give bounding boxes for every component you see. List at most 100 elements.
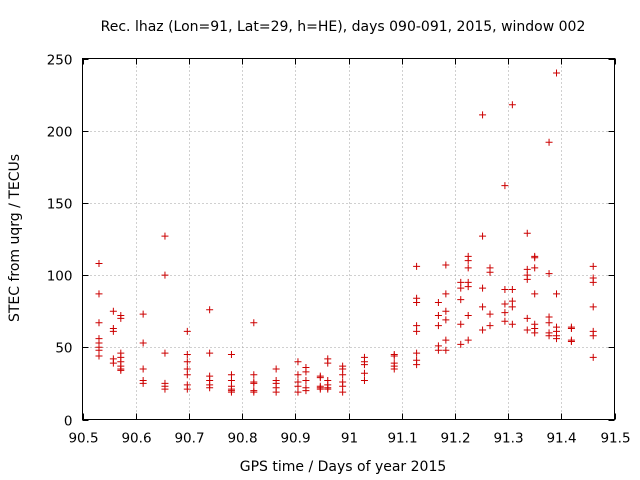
x-tick-label: 91.5	[600, 431, 630, 447]
data-point	[250, 388, 258, 396]
data-point	[272, 388, 280, 396]
data-point	[523, 275, 531, 283]
data-point	[434, 322, 442, 330]
data-point	[413, 262, 421, 270]
x-tick-label: 91.4	[546, 431, 576, 447]
data-point	[139, 365, 147, 373]
data-point	[464, 283, 472, 291]
x-tick-label: 90.8	[227, 431, 257, 447]
data-point	[206, 306, 214, 314]
y-tick-label: 0	[64, 414, 73, 430]
x-tick-labels: 90.5 90.6 90.7 90.8 90.9 91 91.1 91.2 91.3 91.4 91…	[68, 431, 630, 447]
data-point	[206, 384, 214, 392]
data-point	[139, 310, 147, 318]
data-point	[227, 388, 235, 396]
data-point	[302, 368, 310, 376]
y-axis-label: STEC from uqrg / TECUs	[7, 154, 23, 322]
data-point	[531, 254, 539, 262]
data-point	[501, 300, 509, 308]
grid	[82, 58, 615, 420]
data-point	[589, 262, 597, 270]
data-point	[413, 299, 421, 307]
y-tick-label: 150	[47, 197, 73, 213]
data-point	[479, 284, 487, 292]
data-point	[442, 307, 450, 315]
data-point	[545, 138, 553, 146]
data-point	[553, 69, 561, 77]
data-point	[531, 329, 539, 337]
data-point	[316, 374, 324, 382]
y-tick-label: 200	[47, 125, 73, 141]
y-tick-label: 100	[47, 269, 73, 285]
data-point	[501, 286, 509, 294]
data-point	[567, 338, 575, 346]
data-point	[486, 310, 494, 318]
data-point	[109, 307, 117, 315]
data-point	[250, 319, 258, 327]
data-point	[183, 358, 191, 366]
data-point	[442, 261, 450, 269]
x-tick-label: 90.6	[121, 431, 151, 447]
data-point	[413, 327, 421, 335]
data-point	[523, 326, 531, 334]
data-point	[479, 111, 487, 119]
data-point	[390, 365, 398, 373]
data-point	[442, 346, 450, 354]
data-point	[523, 229, 531, 237]
data-point	[457, 296, 465, 304]
data-point	[508, 303, 516, 311]
data-point	[457, 340, 465, 348]
data-point	[324, 359, 332, 367]
data-point	[486, 268, 494, 276]
data-point	[227, 351, 235, 359]
data-point	[413, 349, 421, 357]
x-tick-label: 91.3	[493, 431, 523, 447]
data-point	[360, 369, 368, 377]
data-point	[360, 377, 368, 385]
data-point	[434, 312, 442, 320]
data-point	[545, 332, 553, 340]
y-tick-labels: 0 50 100 150 200 250	[47, 53, 73, 430]
data-point	[339, 371, 347, 379]
data-point	[250, 371, 258, 379]
data-point	[442, 316, 450, 324]
data-point	[442, 290, 450, 298]
data-point	[324, 385, 332, 393]
data-point	[501, 309, 509, 317]
data-point	[294, 358, 302, 366]
data-point	[434, 346, 442, 354]
data-point	[501, 317, 509, 325]
data-point	[531, 290, 539, 298]
data-point	[294, 388, 302, 396]
data-point	[508, 286, 516, 294]
data-point	[501, 182, 509, 190]
data-point	[508, 320, 516, 328]
data-point	[545, 270, 553, 278]
chart-title: Rec. lhaz (Lon=91, Lat=29, h=HE), days 0…	[101, 19, 586, 35]
data-point	[464, 257, 472, 265]
x-tick-label: 90.5	[68, 431, 98, 447]
data-point	[479, 303, 487, 311]
data-point	[302, 387, 310, 395]
data-point	[95, 319, 103, 327]
data-point	[95, 290, 103, 298]
data-point	[589, 303, 597, 311]
data-point	[183, 327, 191, 335]
data-point	[464, 336, 472, 344]
x-tick-label: 90.9	[280, 431, 310, 447]
data-point	[479, 326, 487, 334]
data-point	[117, 366, 125, 374]
data-point	[183, 385, 191, 393]
data-points	[95, 69, 597, 396]
data-point	[567, 325, 575, 333]
x-tick-label: 90.7	[174, 431, 204, 447]
data-point	[250, 379, 258, 387]
data-point	[206, 349, 214, 357]
data-point	[109, 327, 117, 335]
data-point	[457, 284, 465, 292]
data-point	[161, 232, 169, 240]
data-point	[508, 101, 516, 109]
x-tick-label: 91.1	[387, 431, 417, 447]
x-tick-label: 91	[341, 431, 358, 447]
